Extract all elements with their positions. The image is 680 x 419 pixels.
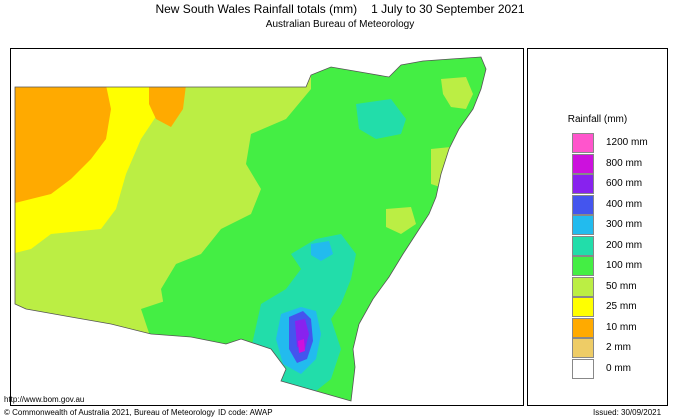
map-title: New South Wales Rainfall totals (mm) 1 Ju…	[0, 2, 680, 16]
legend-label: 50 mm	[606, 280, 637, 292]
legend-swatch	[572, 358, 594, 379]
copyright-text: © Commonwealth of Australia 2021, Bureau…	[4, 408, 215, 417]
legend-panel: Rainfall (mm) 1200 mm 800 mm 600 mm 400 mm 3…	[527, 48, 668, 406]
band-50mm-island-central	[386, 207, 416, 234]
footer-bar: © Commonwealth of Australia 2021, Bureau…	[0, 408, 680, 419]
legend-label: 400 mm	[606, 198, 643, 210]
legend-label: 1200 mm	[606, 137, 648, 148]
legend-label: 100 mm	[606, 260, 643, 271]
legend-label: 300 mm	[606, 219, 643, 230]
legend-label: 800 mm	[606, 157, 643, 169]
band-10mm-north	[149, 85, 186, 127]
band-50mm-island-north	[441, 77, 473, 109]
issued-date: Issued: 30/09/2021	[593, 408, 662, 417]
band-800mm-area	[298, 339, 305, 353]
legend-label: 25 mm	[606, 301, 637, 312]
band-300mm-small	[311, 241, 333, 261]
nsw-map-svg	[14, 56, 487, 402]
nsw-border	[14, 56, 487, 402]
legend-title: Rainfall (mm)	[567, 114, 628, 125]
legend-label: 0 mm	[606, 362, 631, 374]
legend-swatch	[572, 338, 594, 358]
legend-swatch	[572, 153, 594, 174]
legend-swatch	[572, 317, 594, 338]
legend-swatch	[572, 235, 594, 256]
legend-swatch	[572, 276, 594, 297]
legend-swatch	[572, 174, 594, 194]
legend-label: 600 mm	[606, 178, 643, 189]
legend-label: 200 mm	[606, 239, 643, 251]
id-code-text: ID code: AWAP	[218, 408, 273, 417]
legend-swatch	[572, 215, 594, 235]
band-200mm-northeast	[356, 99, 406, 139]
legend-label: 2 mm	[606, 342, 631, 353]
rainfall-bands	[15, 57, 486, 401]
band-10mm-northwest	[15, 85, 111, 204]
map-subtitle: Australian Bureau of Meteorology	[265, 19, 415, 30]
legend-label: 10 mm	[606, 321, 637, 333]
legend-swatch	[572, 297, 594, 317]
legend-swatch	[572, 133, 594, 153]
rainfall-map	[10, 48, 524, 406]
band-50mm-island-coast	[431, 147, 456, 189]
bom-url: http://www.bom.gov.au	[4, 395, 85, 404]
legend-swatch	[572, 256, 594, 276]
legend-swatch	[572, 194, 594, 215]
date-range: 1 July to 30 September 2021	[371, 2, 525, 16]
title-text: New South Wales Rainfall totals (mm)	[155, 2, 358, 16]
